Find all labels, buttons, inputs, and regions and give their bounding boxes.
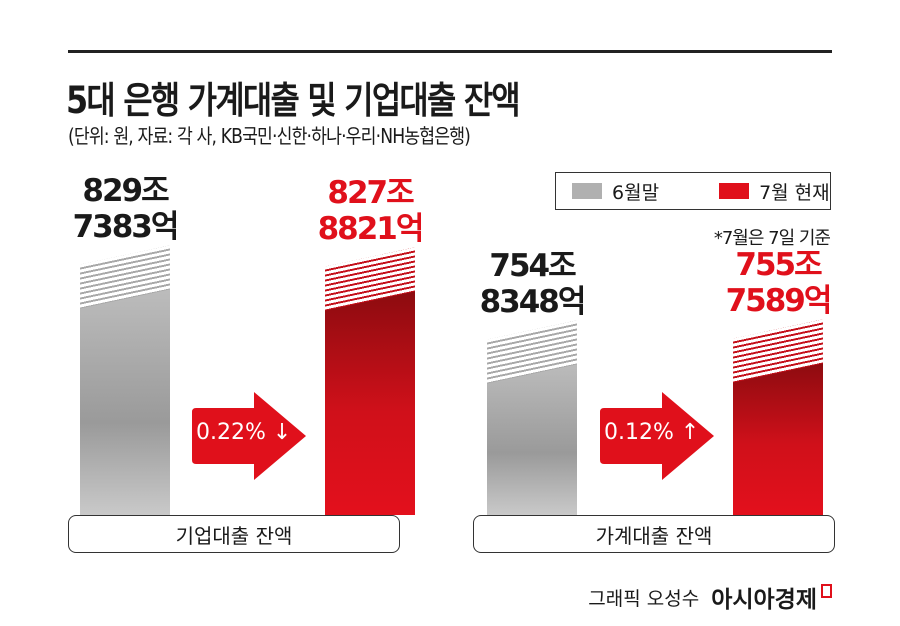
value-label-gray-0: 829조 7383억	[72, 173, 180, 246]
footnote: *7월은 7일 기준	[713, 228, 831, 249]
change-label-household: 0.12% ↑	[604, 420, 700, 445]
category-label-corporate: 기업대출 잔액	[68, 515, 400, 553]
money-stack-icon	[487, 320, 577, 384]
bar-red-0	[325, 247, 415, 515]
money-stack-icon	[733, 319, 823, 383]
change-label-corporate: 0.22% ↓	[196, 420, 292, 445]
money-stack-icon	[325, 247, 415, 311]
top-rule	[68, 50, 832, 53]
bar-gray-1	[487, 320, 577, 515]
chart-title: 5대 은행 가계대출 및 기업대출 잔액	[66, 79, 521, 122]
footer-credit: 그래픽 오성수 아시아경제	[588, 580, 832, 614]
graphic-credit: 그래픽 오성수	[588, 587, 700, 610]
legend-swatch-july	[719, 183, 750, 199]
chart-subtitle: (단위: 원, 자료: 각 사, KB국민·신한·하나·우리·NH농협은행)	[68, 124, 471, 148]
legend: 6월말 7월 현재	[555, 172, 831, 210]
bar-red-1	[733, 319, 823, 515]
legend-swatch-june	[572, 183, 602, 199]
money-stack-icon	[80, 245, 170, 309]
legend-label-june: 6월말	[612, 181, 660, 204]
category-label-household: 가계대출 잔액	[473, 515, 835, 553]
change-arrow-corporate: 0.22% ↓	[188, 390, 308, 482]
brand-mark-icon	[821, 584, 832, 598]
value-label-red-1: 755조 7589억	[725, 247, 833, 320]
legend-label-july: 7월 현재	[759, 181, 830, 204]
change-arrow-household: 0.12% ↑	[596, 390, 716, 482]
brand-logo: 아시아경제	[711, 587, 817, 613]
bar-gray-0	[80, 245, 170, 515]
value-label-red-0: 827조 8821억	[317, 175, 425, 248]
value-label-gray-1: 754조 8348억	[479, 248, 587, 321]
